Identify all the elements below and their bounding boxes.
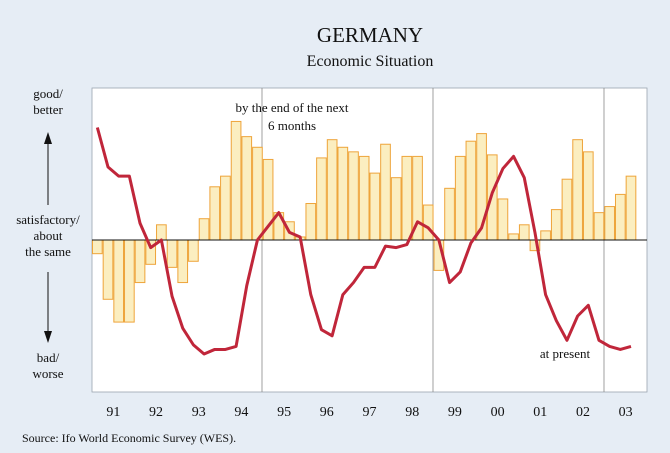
bar [604,206,615,241]
bar [593,212,605,241]
bar [326,139,338,241]
bar [230,120,242,241]
bar [582,151,594,241]
bar [444,187,455,241]
bar [113,239,125,323]
series-label: by the end of the next 6 months [235,100,349,133]
bar [614,193,626,241]
bar [337,146,349,241]
bar [209,186,221,241]
bar [380,143,391,241]
bar [198,218,210,241]
bar [465,140,477,241]
x-tick-label: 96 [320,405,334,420]
bar [305,203,317,241]
x-tick-label: 93 [192,405,206,420]
side-label: worse [32,366,63,381]
x-tick-label: 94 [234,405,248,420]
bar [540,230,551,241]
bar [561,178,573,241]
bar [252,146,263,241]
bar [508,233,519,241]
bar [401,155,413,241]
bar [625,175,637,241]
x-tick-label: 97 [363,405,377,420]
x-tick-label: 03 [619,405,633,420]
line [95,127,632,356]
bar [454,155,466,241]
bar [92,239,103,255]
bar [166,239,178,268]
bar [156,224,167,241]
bar [316,157,327,241]
bar [572,139,583,241]
side-label: satisfactory/ [16,212,80,227]
bar [134,239,146,284]
arrow-head [44,331,52,343]
arrow-head [44,132,52,144]
chart-subtitle: Economic Situation [307,53,434,70]
bar [518,224,530,241]
x-tick-label: 98 [405,405,419,420]
bar [358,155,370,241]
x-tick-label: 99 [448,405,462,420]
bar [188,239,199,262]
x-tick-label: 02 [576,405,590,420]
x-tick-label: 00 [491,405,505,420]
bar [177,239,189,284]
bar [124,239,135,323]
side-label: better [33,102,63,117]
source: Source: Ifo World Economic Survey (WES). [22,431,236,445]
chart-title: GERMANY [317,23,423,47]
bar [369,172,381,241]
bar [220,175,231,241]
bar [102,239,114,300]
bar [348,151,359,241]
bar [390,177,402,241]
bar [550,209,562,241]
side-label: bad/ [37,350,60,365]
side-label: good/ [33,86,63,101]
series-label: at present [539,346,591,361]
bar [497,198,509,241]
x-tick-label: 95 [277,405,291,420]
side-label: the same [25,244,71,259]
side-label: about [34,228,63,243]
bar [241,136,253,241]
lines [95,127,632,356]
x-tick-label: 92 [149,405,163,420]
x-tick-label: 91 [106,405,120,420]
bar [422,204,434,241]
x-tick-label: 01 [533,405,547,420]
